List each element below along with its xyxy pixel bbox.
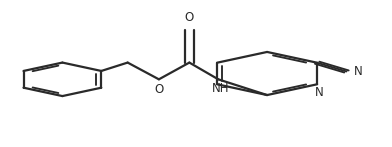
Text: O: O (185, 11, 194, 24)
Text: N: N (315, 86, 323, 99)
Text: O: O (154, 83, 163, 96)
Text: N: N (354, 65, 363, 78)
Text: NH: NH (211, 82, 229, 95)
